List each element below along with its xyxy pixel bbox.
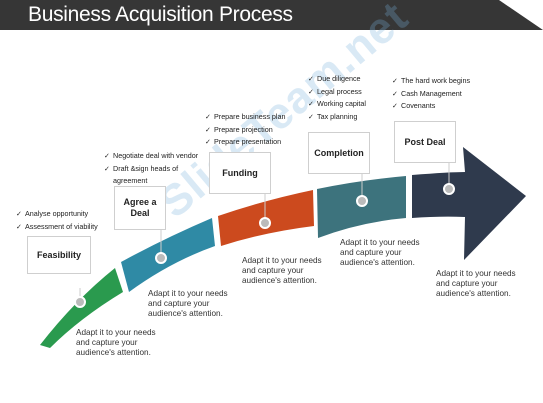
list-item: ✓ Tax planning [308,111,366,124]
connector-funding [259,194,271,229]
completion-label: Completion [308,132,370,174]
funding-checklist: ✓ Prepare business plan ✓ Prepare projecti… [205,111,286,149]
title-bar-corner [499,0,543,30]
check-icon: ✓ [308,113,314,121]
post-deal-description: Adapt it to your needs and capture your … [436,269,516,298]
agree-a-deal-checklist: ✓ Negotiate deal with vendor ✓ Draft &sign… [104,150,198,187]
title-bar: Business Acquisition Process [0,0,543,30]
connector-post-deal [443,163,455,195]
segment-agree-a-deal [121,218,215,292]
completion-description: Adapt it to your needs and capture your … [340,238,420,267]
list-item: agreement [113,176,148,185]
segment-feasibility [40,268,123,348]
list-item: ✓ Negotiate deal with vendor [104,150,198,163]
post-deal-label: Post Deal [394,121,456,163]
check-icon: ✓ [205,114,211,121]
list-item: ✓ Working capital [308,98,366,111]
segment-completion [317,176,406,238]
check-icon: ✓ [392,78,398,85]
check-icon: ✓ [205,139,211,146]
check-icon: ✓ [16,223,22,231]
list-item: ✓ Prepare projection [205,124,286,137]
list-item: ✓ Legal process [308,86,366,99]
connector-completion [356,174,368,207]
list-item: ✓ Due diligence [308,73,366,86]
slide-title: Business Acquisition Process [28,3,293,26]
list-item: ✓ Covenants [392,100,470,113]
feasibility-description: Adapt it to your needs and capture your … [76,328,156,357]
check-icon: ✓ [205,126,211,134]
feasibility-label: Feasibility [27,236,91,274]
check-icon: ✓ [308,88,314,96]
check-icon: ✓ [104,165,110,173]
agree-a-deal-description: Adapt it to your needs and capture your … [148,289,228,318]
list-item: ✓ Analyse opportunity [16,208,98,221]
list-item: ✓ Assessment of viability [16,221,98,234]
list-item: ✓ Cash Management [392,88,470,101]
check-icon: ✓ [308,76,314,83]
connector-agree-a-deal [155,230,167,264]
check-icon: ✓ [308,101,314,108]
check-icon: ✓ [16,211,22,218]
list-item: ✓ Prepare business plan [205,111,286,124]
post-deal-checklist: ✓ The hard work begins ✓ Cash Management ✓… [392,75,470,113]
list-item: ✓ Draft &sign heads of [104,163,198,176]
funding-description: Adapt it to your needs and capture your … [242,256,322,285]
feasibility-checklist: ✓ Analyse opportunity ✓ Assessment of viab… [16,208,98,233]
completion-checklist: ✓ Due diligence ✓ Legal process ✓ Working c… [308,73,366,123]
check-icon: ✓ [392,90,398,98]
funding-label: Funding [209,152,271,194]
check-icon: ✓ [104,153,110,160]
list-item: ✓ Prepare presentation [205,136,286,149]
segment-post-deal [412,147,526,260]
connector-feasibility [74,288,86,308]
list-item: ✓ The hard work begins [392,75,470,88]
agree-a-deal-label: Agree a Deal [114,186,166,230]
check-icon: ✓ [392,103,398,110]
